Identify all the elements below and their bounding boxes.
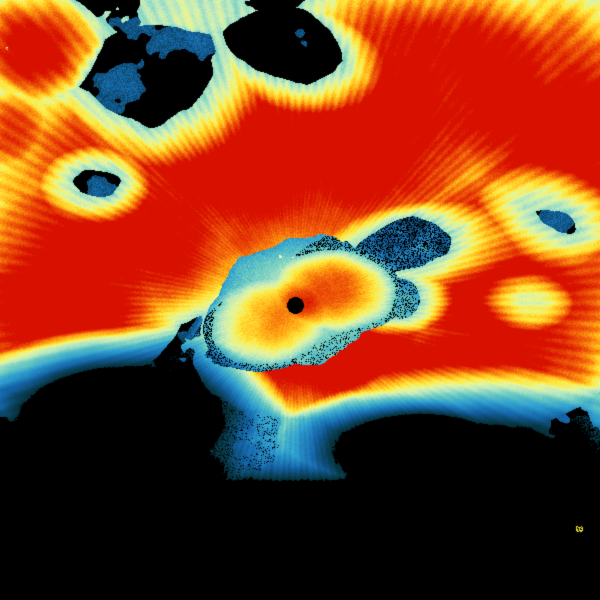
reflectivity-field-canvas	[0, 0, 600, 600]
radar-reflectivity-image	[0, 0, 600, 600]
